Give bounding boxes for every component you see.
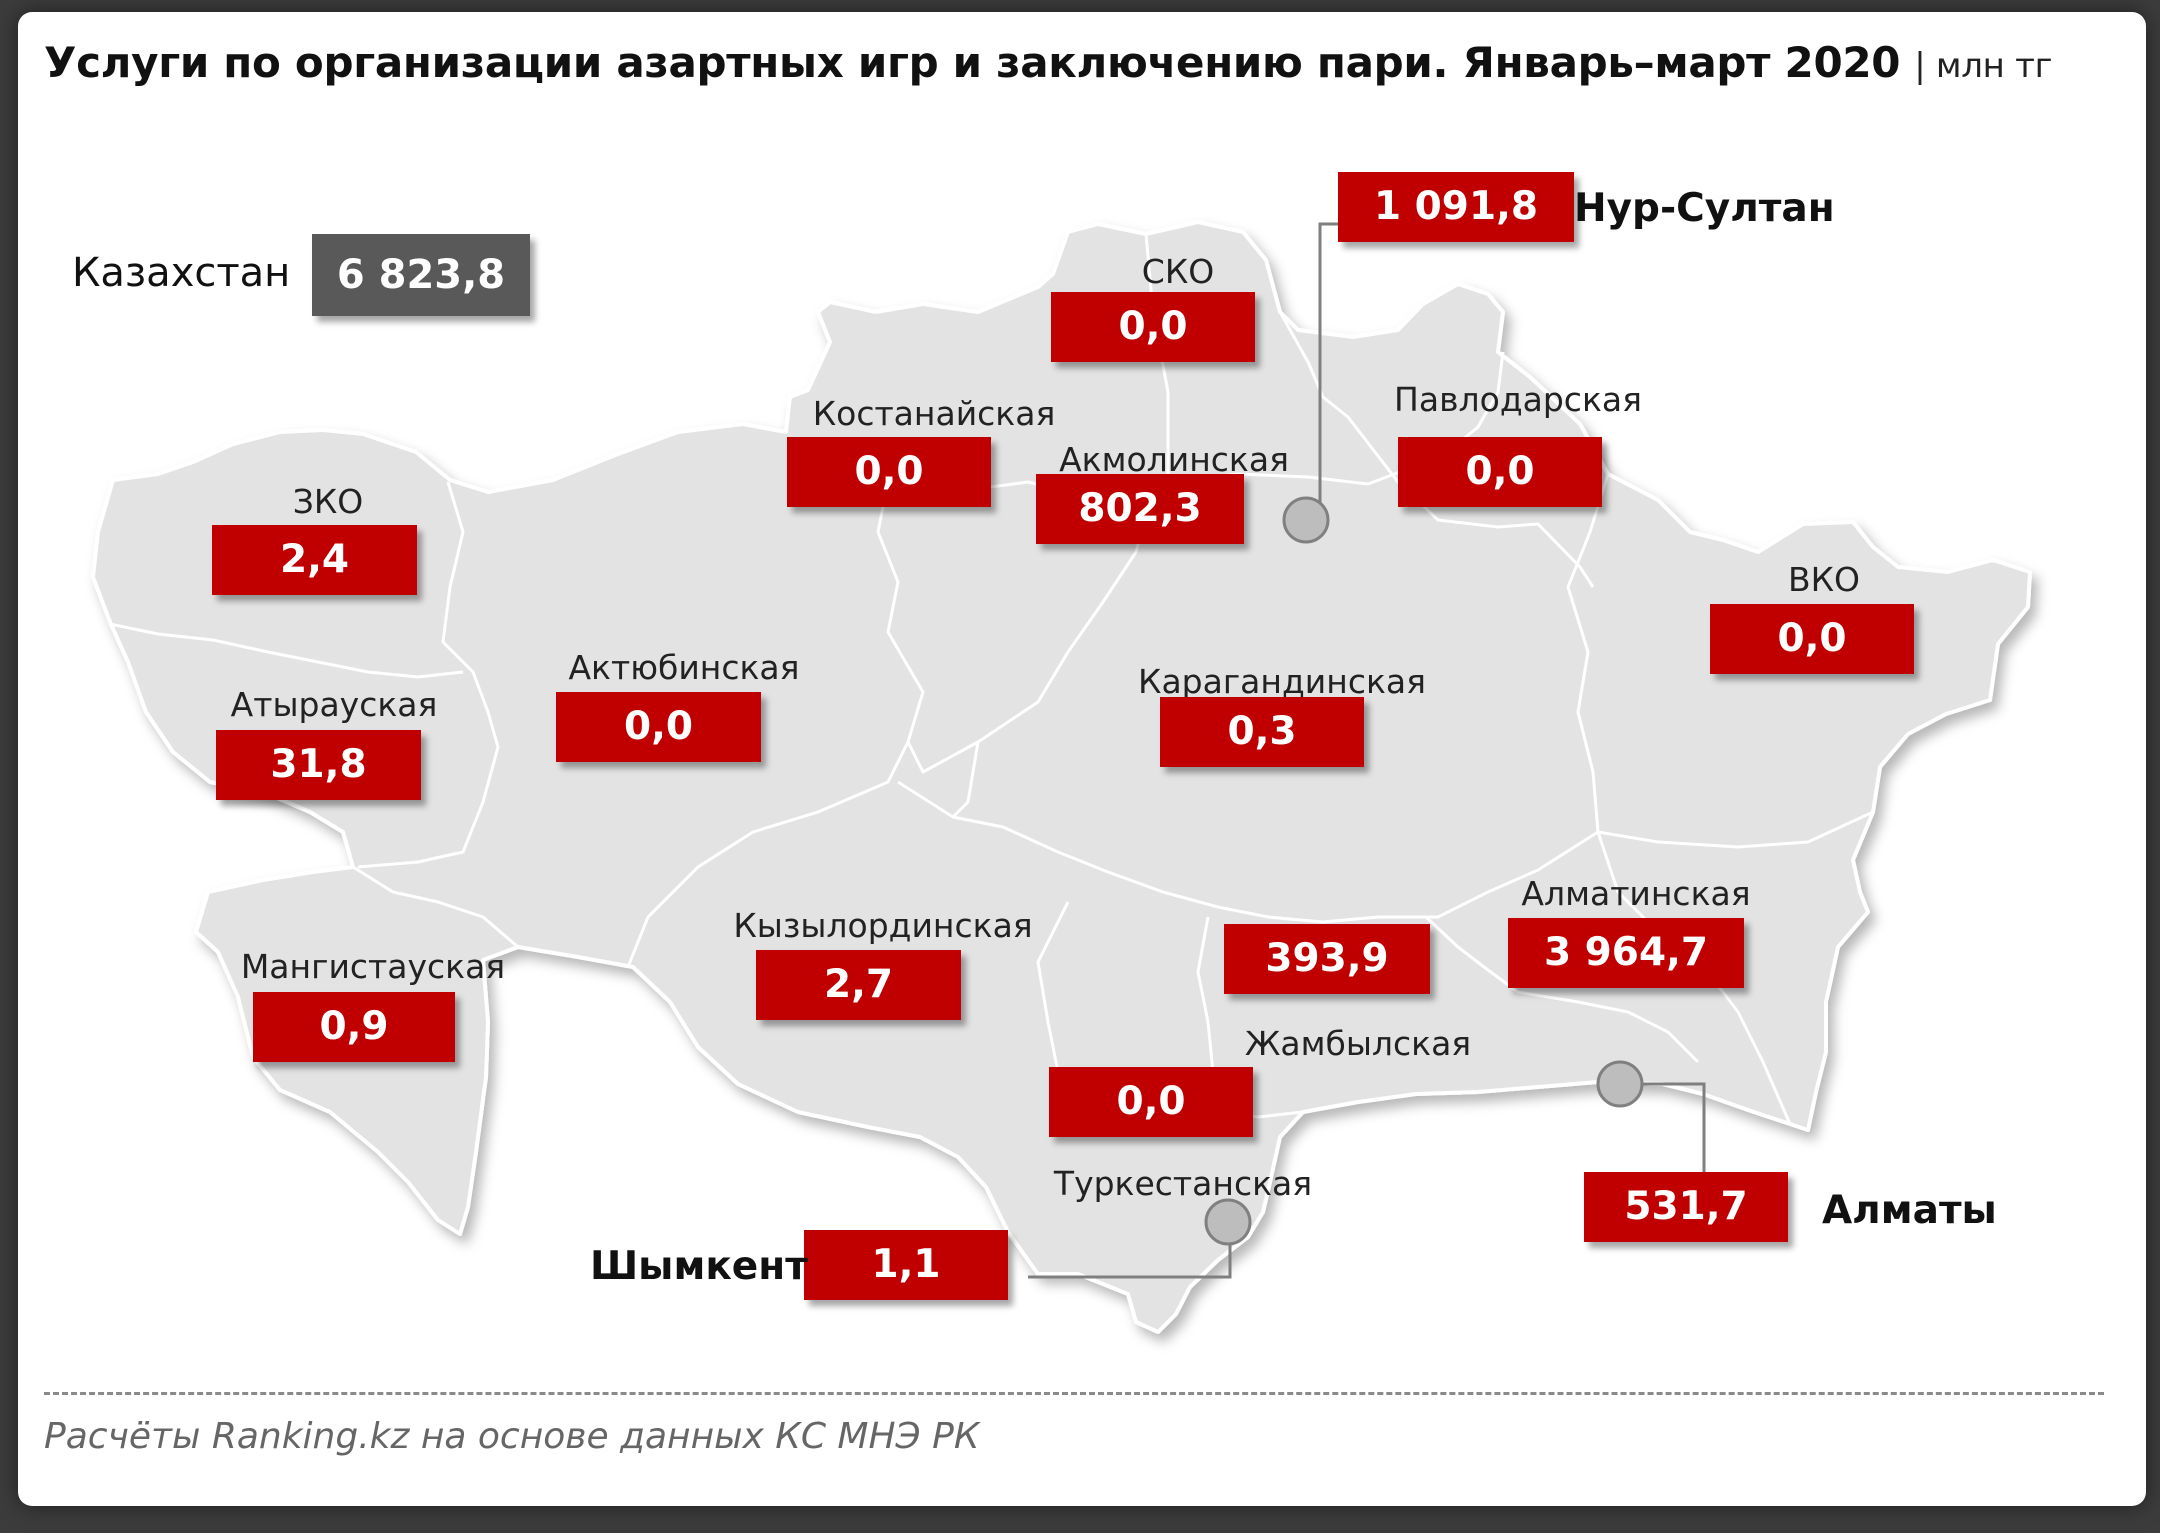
region-value-akmola: 802,3 (1036, 474, 1244, 544)
region-value-karaganda: 0,3 (1160, 697, 1364, 767)
region-value-kyzylorda: 2,7 (756, 950, 961, 1020)
region-label-akmola: Акмолинская (1059, 440, 1289, 479)
source-note: Расчёты Ranking.kz на основе данных КС М… (44, 1416, 980, 1457)
region-label-zhambyl: Жамбылская (1244, 1024, 1472, 1063)
footer-divider (44, 1392, 2104, 1395)
region-label-pavlodar: Павлодарская (1394, 380, 1642, 419)
region-label-vko: ВКО (1787, 560, 1861, 599)
region-label-zko: ЗКО (292, 482, 364, 521)
region-label-almaty-region: Алматинская (1521, 874, 1751, 913)
region-value-sko: 0,0 (1051, 292, 1255, 362)
region-label-atyrau: Атырауская (230, 685, 438, 724)
region-value-almaty-region: 3 964,7 (1508, 918, 1744, 988)
region-label-mangistau: Мангистауская (240, 947, 506, 986)
unit-label: | млн тг (1914, 46, 2053, 86)
total-value: 6 823,8 (312, 234, 530, 316)
region-label-turkestan: Туркестанская (1053, 1164, 1313, 1203)
region-value-vko: 0,0 (1710, 604, 1914, 674)
city-value-nur-sultan: 1 091,8 (1338, 172, 1574, 242)
region-value-pavlodar: 0,0 (1398, 437, 1602, 507)
city-value-shymkent: 1,1 (804, 1230, 1008, 1300)
region-value-zhambyl: 393,9 (1224, 924, 1430, 994)
chart-title: Услуги по организации азартных игр и зак… (44, 38, 2053, 87)
region-value-kostanay: 0,0 (787, 437, 991, 507)
infographic-card: Услуги по организации азартных игр и зак… (18, 12, 2146, 1506)
city-label-shymkent: Шымкент (590, 1244, 808, 1289)
region-label-aktobe: Актюбинская (568, 648, 800, 687)
city-markers (1204, 496, 1644, 1246)
region-label-kyzylorda: Кызылординская (733, 906, 1033, 945)
region-borders (109, 233, 1874, 1125)
city-label-almaty: Алматы (1822, 1188, 1997, 1233)
region-label-sko: СКО (1141, 252, 1215, 291)
region-label-kostanay: Костанайская (812, 394, 1056, 433)
region-value-mangistau: 0,9 (253, 992, 455, 1062)
city-value-almaty: 531,7 (1584, 1172, 1788, 1242)
region-label-karaganda: Карагандинская (1138, 662, 1426, 701)
city-label-nur-sultan: Нур-Султан (1574, 186, 1835, 231)
total-label: Казахстан (72, 250, 291, 296)
region-value-atyrau: 31,8 (216, 730, 421, 800)
region-value-aktobe: 0,0 (556, 692, 761, 762)
region-value-turkestan: 0,0 (1049, 1067, 1253, 1137)
region-value-zko: 2,4 (212, 525, 417, 595)
